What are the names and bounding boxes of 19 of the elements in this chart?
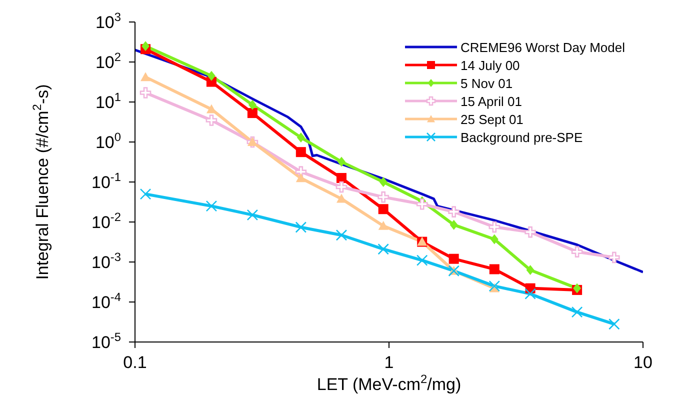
y-tick-label: 10$^{-2}$ [92,210,122,232]
legend-label: 15 April 01 [460,94,522,108]
y-tick-label: 10$^{1}$ [95,90,122,112]
legend-label: Background pre-SPE [460,130,583,144]
y-tick-label: 10$^{2}$ [95,50,122,72]
y-tick-label: 10$^{-4}$ [92,290,122,312]
y-tick-label: 10$^{3}$ [95,10,122,32]
y-tick-label: 10$^{-3}$ [92,250,122,272]
x-tick-label: 10 [634,353,652,372]
y-tick-label: 10$^{-1}$ [92,170,122,192]
legend-label: 14 July 00 [460,58,520,72]
y-tick-label: 10$^{-5}$ [92,330,122,352]
y-tick-label: 10$^{0}$ [95,130,122,152]
x-tick-label: 1 [384,353,394,372]
x-tick-label: 0.1 [123,353,147,372]
legend-label: 25 Sept 01 [460,112,524,126]
legend-label: CREME96 Worst Day Model [460,40,625,54]
legend-label: 5 Nov 01 [460,76,513,90]
x-axis-title: LET (MeV-cm$^{2}$/mg) [316,372,462,394]
